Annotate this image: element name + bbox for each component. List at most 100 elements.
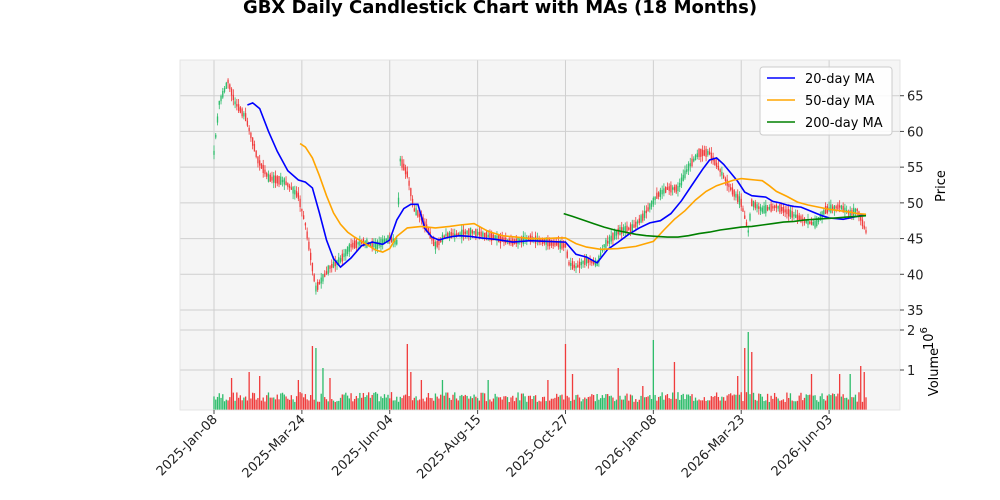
volume-bar [318, 401, 321, 410]
candle-body [677, 186, 679, 192]
candle-body [464, 231, 466, 234]
candle-body [434, 241, 437, 250]
candle-body [237, 104, 240, 112]
volume-bar [656, 400, 658, 410]
candle-body [230, 88, 233, 96]
candle-body [747, 230, 749, 233]
candle-body [491, 232, 493, 241]
volume-bar [278, 399, 280, 410]
candle-body [742, 208, 744, 212]
candle-body [244, 113, 247, 122]
volume-bar [373, 392, 375, 410]
candle-body [534, 235, 537, 244]
candle-body [765, 204, 767, 214]
volume-bar [759, 393, 762, 410]
volume-bar [230, 378, 233, 410]
volume-bar [540, 401, 542, 410]
candle-body [714, 158, 716, 166]
candle-body [773, 205, 776, 209]
volume-bar [311, 346, 314, 410]
candle-body [661, 189, 663, 195]
candle-body [649, 203, 651, 210]
volume-bar [795, 401, 797, 410]
candle-body [243, 113, 245, 117]
volume-bar [668, 398, 670, 410]
candle-body [498, 234, 500, 243]
x-tick-label: 2025-Jun-04 [329, 412, 396, 479]
volume-bar [749, 394, 751, 410]
volume-bar [708, 400, 711, 410]
candle-body [311, 262, 314, 272]
candle-body [666, 187, 669, 190]
candle-body [578, 261, 581, 268]
candle-body [608, 236, 611, 244]
volume-bar [392, 400, 394, 410]
volume-bar [675, 398, 677, 410]
candle-body [615, 230, 618, 236]
volume-bar [800, 392, 802, 410]
volume-bar [703, 397, 705, 410]
volume-bar [614, 401, 616, 410]
volume-bar [649, 395, 651, 410]
candle-body [483, 232, 486, 238]
volume-bar [222, 394, 224, 410]
volume-bar [705, 400, 707, 410]
candle-body [213, 150, 215, 155]
volume-bar [382, 398, 384, 410]
candle-body [253, 144, 256, 152]
candle-body [696, 153, 698, 158]
candle-body [425, 224, 428, 232]
volume-bar [260, 400, 263, 410]
volume-bar [317, 401, 319, 410]
volume-bar [489, 399, 491, 410]
candle-body [404, 167, 407, 175]
volume-bar [313, 399, 315, 410]
volume-bar [598, 399, 600, 410]
volume-bar [612, 397, 614, 410]
candle-body [819, 214, 821, 220]
volume-bar [397, 401, 400, 410]
volume-bar [301, 393, 303, 410]
volume-bar [350, 393, 352, 410]
candle-body [260, 163, 263, 169]
candle-body [234, 101, 236, 105]
volume-bar [624, 395, 626, 410]
volume-bar [519, 400, 521, 410]
candle-body [267, 173, 270, 182]
volume-bar [570, 400, 572, 410]
candle-body [302, 215, 305, 220]
volume-bar [417, 400, 419, 410]
volume-bar [731, 395, 734, 410]
volume-bar [640, 395, 642, 410]
volume-bar [584, 397, 586, 410]
volume-bar [390, 392, 393, 410]
candle-body [780, 207, 783, 212]
candle-body [475, 228, 477, 237]
volume-bar [714, 395, 716, 410]
volume-bar [466, 395, 468, 410]
y-tick-label: 35 [907, 304, 924, 319]
volume-bar [796, 400, 799, 410]
candle-body [647, 207, 649, 211]
candle-body [392, 238, 394, 243]
volume-bar [281, 392, 284, 410]
volume-bar [315, 348, 317, 410]
volume-bar [652, 340, 655, 410]
candle-body [809, 221, 811, 224]
volume-bar [735, 394, 737, 410]
volume-bar [752, 392, 755, 410]
volume-bar [568, 397, 570, 410]
volume-bar [556, 393, 558, 410]
volume-bar [503, 396, 505, 410]
volume-bar [425, 397, 428, 410]
candle-body [571, 261, 574, 270]
candle-body [724, 178, 727, 181]
candle-body [788, 209, 790, 217]
volume-bar [237, 397, 240, 410]
candle-body [782, 207, 785, 213]
candle-body [835, 206, 837, 209]
candle-body [387, 235, 389, 244]
volume-bar [684, 399, 686, 410]
candle-body [332, 261, 335, 268]
candle-body [838, 205, 841, 208]
